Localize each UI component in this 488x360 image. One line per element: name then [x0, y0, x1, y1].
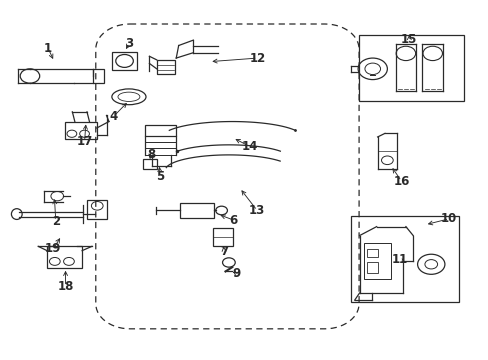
Bar — [87, 200, 107, 220]
Text: 14: 14 — [241, 140, 257, 153]
Bar — [112, 51, 137, 70]
Bar — [350, 216, 458, 302]
Text: 16: 16 — [392, 175, 409, 188]
Bar — [143, 159, 157, 169]
Text: 5: 5 — [156, 170, 164, 183]
Bar — [65, 122, 97, 139]
Bar — [180, 203, 214, 218]
Text: 3: 3 — [125, 36, 133, 50]
Text: 10: 10 — [440, 212, 456, 225]
Bar — [157, 60, 175, 74]
Bar — [358, 35, 463, 101]
Text: 8: 8 — [146, 148, 155, 161]
Text: 2: 2 — [52, 215, 60, 228]
Bar — [47, 246, 82, 268]
Text: 6: 6 — [229, 214, 237, 227]
Text: 12: 12 — [249, 51, 265, 64]
Text: 15: 15 — [400, 32, 417, 46]
Bar — [212, 228, 233, 246]
Text: 17: 17 — [76, 135, 93, 148]
Bar — [364, 243, 390, 279]
Text: 19: 19 — [45, 242, 61, 255]
Bar — [144, 125, 176, 135]
Text: 18: 18 — [57, 280, 74, 293]
Bar — [93, 69, 104, 83]
Text: 4: 4 — [109, 110, 118, 123]
Bar — [366, 262, 377, 273]
Bar — [366, 249, 377, 257]
Text: 9: 9 — [232, 267, 240, 280]
Text: 7: 7 — [220, 244, 227, 257]
Text: 11: 11 — [390, 253, 407, 266]
Text: 13: 13 — [248, 204, 265, 217]
Text: 1: 1 — [44, 41, 52, 54]
